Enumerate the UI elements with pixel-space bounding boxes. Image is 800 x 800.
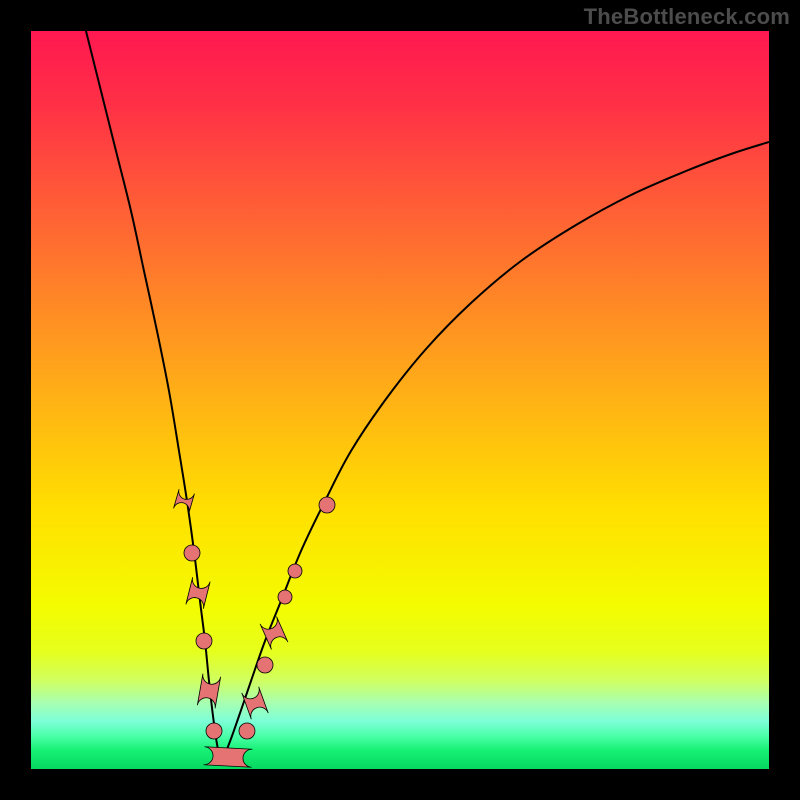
data-marker <box>184 545 200 561</box>
chart-frame: TheBottleneck.com <box>0 0 800 800</box>
data-marker <box>278 590 292 604</box>
data-marker <box>257 657 273 673</box>
plot-svg <box>31 31 769 769</box>
data-marker <box>206 723 222 739</box>
gradient-background <box>31 31 769 769</box>
data-marker <box>239 723 255 739</box>
watermark-text: TheBottleneck.com <box>584 4 790 30</box>
data-marker <box>196 633 212 649</box>
data-marker <box>288 564 302 578</box>
plot-area <box>31 31 769 769</box>
data-marker <box>319 497 335 513</box>
